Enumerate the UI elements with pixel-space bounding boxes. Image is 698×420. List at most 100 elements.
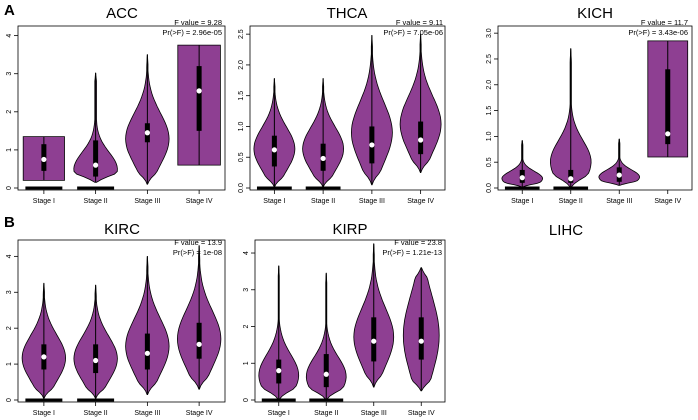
median-point (568, 176, 574, 182)
y-tick-label: 0 (6, 186, 13, 190)
y-tick-label: 2 (243, 324, 250, 328)
iqr-box (665, 69, 671, 145)
plot-frame (497, 25, 693, 191)
y-tick-label: 1.0 (238, 121, 245, 131)
y-tick-label: 0.5 (486, 157, 493, 167)
x-tick-label: Stage II (84, 410, 108, 417)
y-tick-label: 3 (243, 288, 250, 292)
y-tick-label: 2.0 (486, 80, 493, 90)
zero-bar (25, 186, 63, 190)
plot-frame (254, 239, 446, 403)
x-tick-label: Stage I (33, 198, 55, 205)
median-point (41, 156, 47, 163)
x-tick-label: Stage III (359, 198, 385, 205)
chart-title: THCA (327, 5, 368, 22)
chart-title: KICH (577, 5, 613, 22)
iqr-box (196, 66, 202, 131)
panel-label-b: B (4, 214, 15, 231)
y-tick-label: 1 (243, 361, 250, 365)
x-tick-label: Stage IV (186, 198, 213, 205)
y-tick-label: 0 (6, 398, 13, 402)
zero-bar (25, 398, 63, 402)
x-tick-label: Stage I (263, 198, 285, 205)
median-point (323, 371, 329, 377)
x-tick-label: Stage IV (654, 198, 681, 205)
x-tick-label: Stage III (361, 410, 387, 417)
median-point (665, 131, 671, 137)
median-point (93, 357, 99, 364)
chart-kirp: KIRP F value = 23.8Pr(>F) = 1.21e-13 0 1 2 3 4… (243, 221, 446, 417)
f-value-label: F value = 9.28 (174, 18, 222, 27)
x-tick-label: Stage I (511, 198, 533, 205)
y-tick-label: 0 (243, 398, 250, 402)
f-value-label: F value = 9.11 (396, 18, 443, 27)
median-point (418, 137, 424, 143)
x-tick-label: Stage I (33, 410, 55, 417)
iqr-box (93, 140, 99, 177)
plot-frame (17, 25, 226, 191)
chart-lihc: LIHC (549, 222, 583, 239)
y-tick-label: 0.0 (238, 183, 245, 193)
panel-label-a: A (4, 2, 15, 19)
p-value-label: Pr(>F) = 1e-08 (173, 248, 222, 257)
y-tick-label: 2.5 (238, 29, 245, 39)
y-tick-label: 1 (6, 362, 13, 366)
y-tick-label: 1.5 (238, 91, 245, 101)
median-point (418, 338, 424, 344)
y-tick-label: 3 (6, 290, 13, 294)
zero-bar (77, 398, 115, 402)
median-point (616, 172, 622, 178)
median-point (144, 130, 150, 136)
y-tick-label: 2.0 (238, 60, 245, 70)
y-tick-label: 3.0 (486, 28, 493, 38)
x-tick-label: Stage I (268, 410, 290, 417)
f-value-label: F value = 13.9 (174, 238, 222, 247)
zero-bar (77, 186, 115, 190)
median-point (519, 175, 525, 181)
chart-kich: KICH F value = 11.7Pr(>F) = 3.43e-06 0.0 0.… (486, 5, 693, 205)
zero-bar (309, 398, 344, 402)
p-value-label: Pr(>F) = 7.05e-06 (383, 28, 443, 37)
y-tick-label: 0.0 (486, 183, 493, 193)
median-point (369, 142, 375, 148)
y-tick-label: 4 (6, 34, 13, 38)
y-tick-label: 1.5 (486, 106, 493, 116)
x-tick-label: Stage II (311, 198, 335, 205)
chart-title: KIRC (104, 221, 140, 238)
chart-kirc: KIRC F value = 13.9Pr(>F) = 1e-08 0 1 2 3 4 Sta… (6, 221, 226, 417)
zero-bar (553, 186, 589, 190)
chart-title: KIRP (332, 221, 367, 238)
y-tick-label: 2 (6, 110, 13, 114)
y-tick-label: 2 (6, 326, 13, 330)
y-tick-label: 1.0 (486, 131, 493, 141)
chart-title: ACC (106, 5, 138, 22)
x-tick-label: Stage IV (186, 410, 213, 417)
x-tick-label: Stage II (314, 410, 338, 417)
y-tick-label: 0.5 (238, 152, 245, 162)
y-tick-label: 3 (6, 72, 13, 76)
y-tick-label: 1 (6, 148, 13, 152)
chart-title: LIHC (549, 222, 583, 239)
median-point (276, 368, 282, 374)
median-point (93, 162, 99, 168)
median-point (144, 350, 150, 356)
plot-frame (249, 25, 446, 191)
median-point (371, 338, 377, 344)
y-tick-label: 2.5 (486, 54, 493, 64)
median-point (196, 88, 202, 94)
iqr-box (323, 354, 329, 388)
median-point (196, 341, 202, 347)
f-value-label: F value = 23.8 (394, 238, 442, 247)
iqr-box (418, 317, 424, 360)
x-tick-label: Stage III (606, 198, 632, 205)
p-value-label: Pr(>F) = 2.96e-05 (162, 28, 222, 37)
x-tick-label: Stage IV (408, 410, 435, 417)
f-value-label: F value = 11.7 (641, 18, 688, 27)
median-point (41, 354, 47, 360)
y-tick-label: 4 (243, 251, 250, 255)
zero-bar (256, 186, 292, 190)
p-value-label: Pr(>F) = 1.21e-13 (382, 248, 442, 257)
